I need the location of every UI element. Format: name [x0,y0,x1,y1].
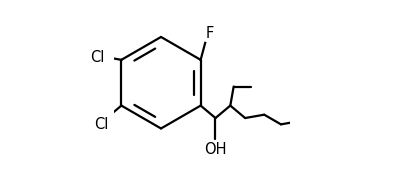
Text: Cl: Cl [94,117,108,132]
Text: Cl: Cl [91,50,105,65]
Text: OH: OH [204,142,227,157]
Text: F: F [206,26,214,41]
